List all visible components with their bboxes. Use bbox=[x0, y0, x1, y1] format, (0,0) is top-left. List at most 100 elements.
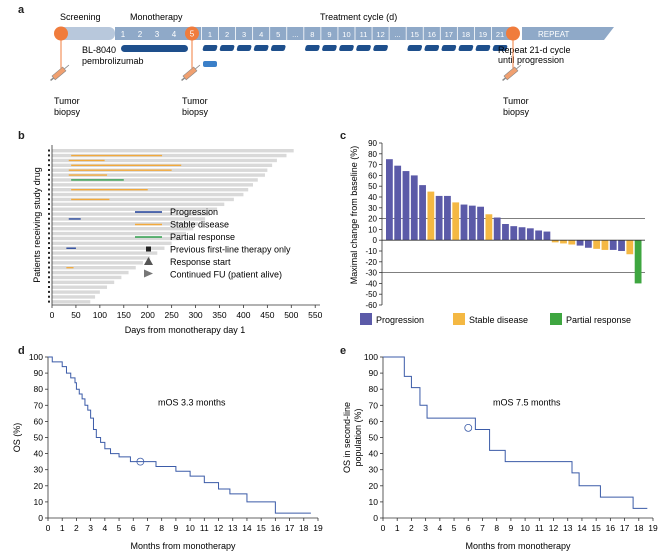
waterfall-bar bbox=[576, 240, 584, 246]
d-xtick-label: 5 bbox=[117, 523, 122, 533]
screening-segment bbox=[55, 27, 115, 40]
cycle-day-label: 12 bbox=[376, 30, 384, 39]
bl8040-dose bbox=[339, 45, 354, 51]
first-line-marker bbox=[48, 237, 50, 240]
first-line-marker bbox=[48, 149, 50, 152]
cycle-day-label: 16 bbox=[428, 30, 436, 39]
b-xtick-label: 50 bbox=[71, 310, 81, 320]
d-xtick-label: 1 bbox=[60, 523, 65, 533]
e-xtick-label: 17 bbox=[620, 523, 630, 533]
c-ytick-label: -40 bbox=[365, 279, 377, 288]
cycle-days: 1 2 3 4 5... 8 9 10 11 12... 15 16 17 18 19 21 bbox=[201, 27, 504, 40]
bl8040-dose bbox=[441, 45, 457, 51]
d-xlabel: Months from monotherapy bbox=[130, 541, 236, 551]
cycle-day-label: ... bbox=[292, 30, 298, 39]
legend-label: Stable disease bbox=[170, 220, 229, 230]
patient-bar bbox=[52, 217, 206, 221]
c-ytick-label: -30 bbox=[365, 269, 377, 278]
patient-bar bbox=[52, 285, 108, 289]
bl8040-dose bbox=[305, 45, 320, 51]
waterfall-bar bbox=[560, 240, 567, 244]
e-xtick-label: 9 bbox=[509, 523, 514, 533]
legend-arrow-swatch bbox=[144, 269, 153, 278]
d-xtick-label: 3 bbox=[88, 523, 93, 533]
first-line-marker bbox=[48, 188, 50, 191]
first-line-marker bbox=[48, 183, 50, 186]
waterfall-bar bbox=[427, 191, 435, 241]
waterfall-bar bbox=[444, 195, 451, 241]
patient-bar bbox=[52, 290, 100, 294]
c-ytick-label: 40 bbox=[368, 193, 377, 202]
waterfall-bar bbox=[518, 227, 526, 241]
patient-bar bbox=[52, 158, 277, 163]
first-line-marker bbox=[48, 271, 50, 274]
first-line-marker bbox=[48, 251, 50, 254]
c-ytick-label: -60 bbox=[365, 301, 377, 310]
mono-day-4: 4 bbox=[172, 30, 177, 39]
d-annotation: mOS 3.3 months bbox=[158, 397, 226, 407]
d-xtick-label: 2 bbox=[74, 523, 79, 533]
first-line-marker bbox=[48, 212, 50, 215]
patient-bar bbox=[52, 266, 136, 270]
panel-letter-e: e bbox=[340, 345, 347, 357]
patient-bar bbox=[52, 236, 179, 241]
legend-label: Previous first-line therapy only bbox=[170, 245, 291, 255]
e-ylabel: OS in second-linepopulation (%) bbox=[342, 402, 363, 473]
pembrolizumab-dose bbox=[203, 61, 217, 67]
waterfall-bar bbox=[568, 240, 576, 245]
e-xtick-label: 6 bbox=[466, 523, 471, 533]
waterfall-bar bbox=[386, 159, 393, 241]
d-xtick-label: 6 bbox=[131, 523, 136, 533]
syringe-icon bbox=[502, 64, 522, 82]
e-ytick-label: 20 bbox=[369, 481, 379, 491]
first-line-marker bbox=[48, 193, 50, 196]
biopsy-1-line2: biopsy bbox=[54, 107, 81, 117]
b-xtick-label: 350 bbox=[212, 310, 226, 320]
syringe-icon bbox=[50, 64, 70, 82]
repeat-text-line1: Repeat 21-d cycle bbox=[498, 45, 571, 55]
panel-letter-a: a bbox=[18, 4, 25, 16]
e-ytick-label: 80 bbox=[369, 384, 379, 394]
cycle-day-label: 5 bbox=[276, 30, 280, 39]
legend-label: Progression bbox=[376, 315, 424, 325]
screening-marker bbox=[54, 26, 68, 41]
c-ytick-label: 50 bbox=[368, 182, 377, 191]
waterfall-bar bbox=[535, 230, 543, 241]
waterfall-bar bbox=[502, 224, 509, 241]
e-xtick-label: 14 bbox=[577, 523, 587, 533]
patient-bar bbox=[52, 173, 265, 177]
repeat-label: REPEAT bbox=[538, 30, 570, 39]
first-line-marker bbox=[48, 281, 50, 284]
first-line-marker bbox=[48, 198, 50, 201]
first-line-marker bbox=[48, 164, 50, 167]
biopsy-2-line1: Tumor bbox=[182, 96, 208, 106]
e-censor-mark bbox=[464, 423, 473, 432]
patient-bar bbox=[52, 202, 225, 207]
d-xtick-label: 7 bbox=[145, 523, 150, 533]
patient-bar bbox=[52, 251, 158, 255]
c-ytick-label: 30 bbox=[368, 204, 377, 213]
bl8040-dose bbox=[356, 45, 371, 51]
patient-bar bbox=[52, 153, 287, 158]
e-ytick-label: 90 bbox=[369, 368, 379, 378]
waterfall-bar bbox=[543, 231, 551, 241]
day5-marker bbox=[185, 26, 199, 41]
patient-bar bbox=[52, 188, 249, 192]
c-ytick-label: 60 bbox=[368, 171, 377, 180]
patient-bar bbox=[52, 149, 294, 153]
e-survival-curve bbox=[383, 356, 648, 509]
waterfall-bar bbox=[460, 204, 468, 241]
e-annotation: mOS 7.5 months bbox=[493, 397, 561, 407]
first-line-marker bbox=[48, 276, 50, 279]
b-xtick-label: 100 bbox=[93, 310, 107, 320]
cycle-day-label: 2 bbox=[225, 30, 229, 39]
waterfall-bar bbox=[468, 205, 476, 241]
legend-swatch bbox=[453, 313, 465, 325]
e-ytick-label: 70 bbox=[369, 400, 379, 410]
bl8040-dose bbox=[424, 45, 440, 51]
first-line-marker bbox=[48, 261, 50, 264]
treatment-schema: Screening Monotherapy Treatment cycle (d… bbox=[50, 12, 614, 117]
first-line-marker bbox=[48, 227, 50, 230]
d-xtick-label: 12 bbox=[214, 523, 224, 533]
d-survival-curve bbox=[48, 356, 311, 514]
